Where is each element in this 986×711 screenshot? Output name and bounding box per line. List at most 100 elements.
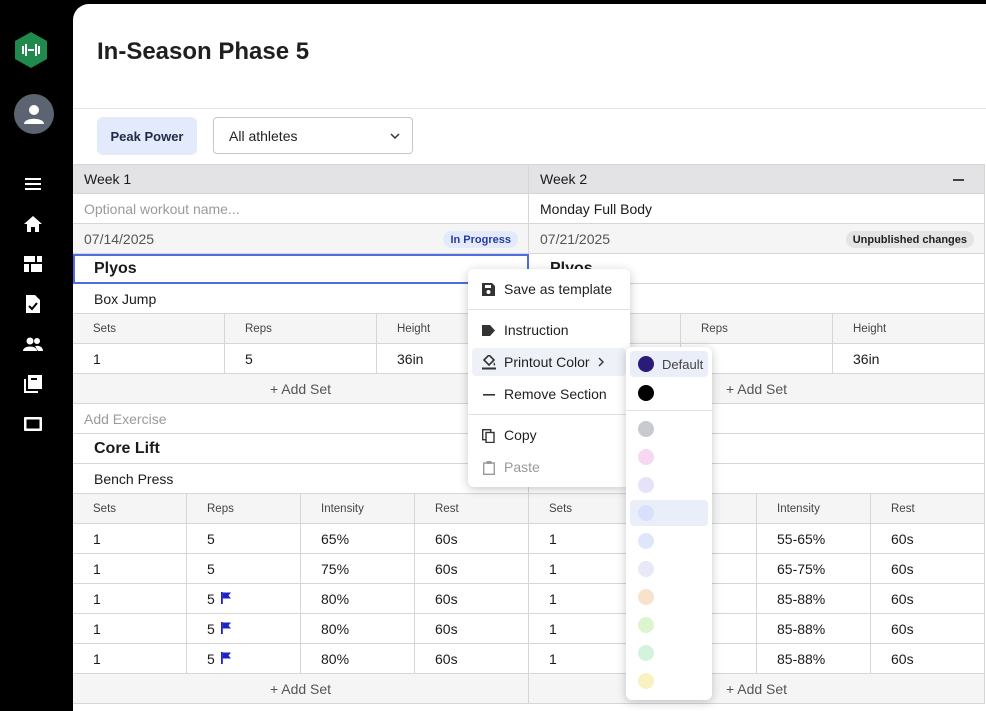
phase-chip[interactable]: Peak Power — [97, 117, 197, 155]
add-set-button[interactable]: + Add Set — [529, 674, 985, 704]
section-context-menu: Save as template Instruction Printout Co… — [468, 269, 630, 487]
set-cell[interactable]: 1 — [73, 614, 187, 644]
set-cell-value: 1 — [93, 650, 101, 667]
sidebar — [0, 0, 73, 711]
set-cell-value: 80% — [321, 590, 350, 607]
set-cell[interactable]: 85-88% — [757, 614, 871, 644]
flag-icon[interactable] — [220, 621, 231, 637]
set-cell[interactable]: 55-65% — [757, 524, 871, 554]
set-cell[interactable]: 60s — [871, 614, 985, 644]
column-header: Rest — [415, 494, 529, 524]
set-cell[interactable]: 5 — [187, 524, 301, 554]
set-cell[interactable]: 80% — [301, 614, 415, 644]
menu-item-label: Save as template — [504, 281, 613, 297]
set-cell[interactable]: 60s — [871, 644, 985, 674]
color-option-default[interactable]: Default — [630, 351, 708, 377]
workout-date: 07/14/2025 — [84, 230, 155, 247]
color-option[interactable] — [630, 472, 708, 498]
set-cell[interactable]: 60s — [415, 614, 529, 644]
set-cell[interactable]: 1 — [529, 524, 643, 554]
color-option[interactable] — [630, 640, 708, 666]
menu-item-label: Paste — [504, 459, 540, 475]
set-cell[interactable]: 60s — [415, 554, 529, 584]
column-header: Height — [833, 314, 985, 344]
workouts-icon[interactable] — [22, 293, 44, 315]
set-cell[interactable]: 1 — [73, 554, 187, 584]
menu-icon[interactable] — [22, 173, 44, 195]
set-cell[interactable]: 85-88% — [757, 584, 871, 614]
set-cell[interactable]: 65-75% — [757, 554, 871, 584]
add-set-button[interactable]: + Add Set — [73, 374, 529, 404]
set-cell[interactable]: 60s — [415, 644, 529, 674]
set-cell[interactable]: 1 — [73, 644, 187, 674]
set-cell[interactable]: 1 — [529, 554, 643, 584]
athlete-select[interactable]: All athletes — [213, 117, 413, 154]
color-swatch — [638, 617, 654, 633]
color-option[interactable] — [630, 500, 708, 526]
column-header: Sets — [529, 494, 643, 524]
flag-icon[interactable] — [220, 591, 231, 607]
set-cell[interactable]: 1 — [73, 584, 187, 614]
set-cell[interactable]: 80% — [301, 644, 415, 674]
set-cell[interactable]: 1 — [73, 344, 225, 374]
menu-item-instruction[interactable]: Instruction — [472, 316, 626, 344]
dashboard-icon[interactable] — [22, 253, 44, 275]
exercise-name[interactable]: Box Jump — [73, 284, 529, 314]
set-cell[interactable]: 5 — [225, 344, 377, 374]
menu-item-copy[interactable]: Copy — [472, 421, 626, 449]
set-cell[interactable]: 60s — [415, 524, 529, 554]
menu-item-save-as-template[interactable]: Save as template — [472, 275, 626, 303]
menu-item-label: Remove Section — [504, 386, 607, 402]
set-cell[interactable]: 1 — [73, 524, 187, 554]
section-title[interactable]: Core Lift — [73, 434, 529, 464]
color-option[interactable] — [630, 612, 708, 638]
set-cell[interactable]: 5 — [187, 554, 301, 584]
team-icon[interactable] — [22, 333, 44, 355]
color-swatch — [638, 673, 654, 689]
color-option[interactable] — [630, 556, 708, 582]
week-label: Week 2 — [540, 171, 588, 187]
menu-item-printout-color[interactable]: Printout Color — [472, 348, 626, 376]
set-cell[interactable]: 60s — [871, 554, 985, 584]
exercise-name[interactable]: Bench Press — [73, 464, 529, 494]
set-cell[interactable]: 36in — [833, 344, 985, 374]
color-swatch — [638, 505, 654, 521]
section-title[interactable]: Plyos — [73, 254, 529, 284]
menu-item-remove-section[interactable]: Remove Section — [472, 380, 626, 408]
set-cell[interactable]: 1 — [529, 644, 643, 674]
set-cell[interactable]: 1 — [529, 584, 643, 614]
color-option[interactable] — [630, 380, 708, 406]
workout-name-input[interactable]: Optional workout name... — [73, 194, 529, 224]
set-cell[interactable]: 5 — [187, 644, 301, 674]
set-cell[interactable]: 5 — [187, 614, 301, 644]
set-cell[interactable]: 60s — [871, 524, 985, 554]
add-exercise-input[interactable]: Add Exercise — [73, 404, 529, 434]
set-cell-value: 1 — [549, 530, 557, 547]
week-label: Week 1 — [84, 171, 132, 187]
collapse-icon[interactable] — [953, 179, 964, 181]
workout-name-input[interactable]: Monday Full Body — [529, 194, 985, 224]
library-icon[interactable] — [22, 373, 44, 395]
color-option[interactable] — [630, 584, 708, 610]
home-icon[interactable] — [22, 213, 44, 235]
app-logo-icon[interactable] — [15, 32, 47, 68]
display-icon[interactable] — [22, 413, 44, 435]
color-option[interactable] — [630, 668, 708, 694]
flag-icon[interactable] — [220, 651, 231, 667]
set-cell[interactable]: 1 — [529, 614, 643, 644]
set-cell[interactable]: 60s — [871, 584, 985, 614]
color-option[interactable] — [630, 444, 708, 470]
color-option[interactable] — [630, 528, 708, 554]
workout-date-row[interactable]: 07/14/2025 In Progress — [73, 224, 529, 254]
set-cell[interactable]: 5 — [187, 584, 301, 614]
set-cell[interactable]: 75% — [301, 554, 415, 584]
set-cell[interactable]: 80% — [301, 584, 415, 614]
color-option[interactable] — [630, 416, 708, 442]
workout-date-row[interactable]: 07/21/2025 Unpublished changes — [529, 224, 985, 254]
user-avatar[interactable] — [14, 94, 54, 134]
add-set-button[interactable]: + Add Set — [73, 674, 529, 704]
menu-item-paste[interactable]: Paste — [472, 453, 626, 481]
set-cell[interactable]: 85-88% — [757, 644, 871, 674]
set-cell[interactable]: 60s — [415, 584, 529, 614]
set-cell[interactable]: 65% — [301, 524, 415, 554]
